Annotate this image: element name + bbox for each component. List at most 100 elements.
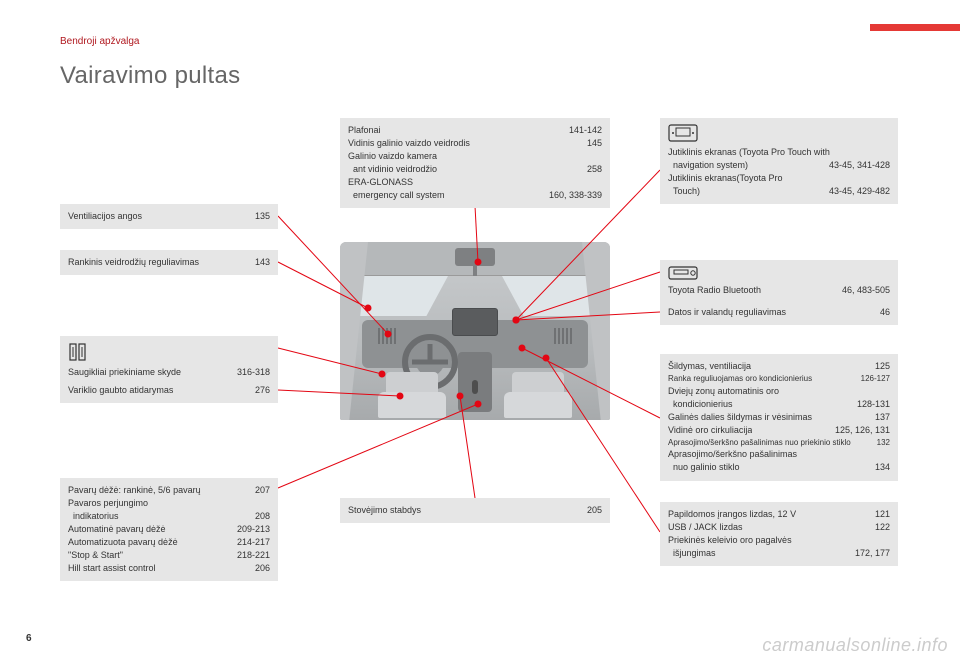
- box-row-label: ant vidinio veidrodžio: [348, 163, 437, 176]
- box-row: USB / JACK lizdas122: [668, 521, 890, 534]
- box-row-page: 122: [875, 521, 890, 534]
- box-row: nuo galinio stiklo134: [668, 461, 890, 474]
- box-row: Toyota Radio Bluetooth 46, 483-505: [668, 284, 890, 297]
- box-row: Datos ir valandų reguliavimas46: [668, 306, 890, 319]
- box-row-label: navigation system): [668, 159, 748, 172]
- box-row-label: Pavaros perjungimo: [68, 497, 148, 510]
- box-row-label: Dviejų zonų automatinis oro: [668, 385, 779, 398]
- box-row-page: 143: [255, 256, 270, 269]
- callout-point: [365, 305, 372, 312]
- box-row-page: 209-213: [237, 523, 270, 536]
- box-row-page: 137: [875, 411, 890, 424]
- box-row-label: išjungimas: [668, 547, 716, 560]
- box-row-label: Papildomos įrangos lizdas, 12 V: [668, 508, 796, 521]
- box-row: Jutiklinis ekranas(Toyota Pro: [668, 172, 890, 185]
- box-row-label: kondicionierius: [668, 398, 733, 411]
- radio-icon: [668, 266, 698, 280]
- box-row-page: 258: [587, 163, 602, 176]
- box-radio-bt: Toyota Radio Bluetooth 46, 483-505: [660, 260, 898, 303]
- box-row-page: 134: [875, 461, 890, 474]
- box-parking-brake: Stovėjimo stabdys205: [340, 498, 610, 523]
- box-row: kondicionierius 128-131: [668, 398, 890, 411]
- callout-point: [385, 331, 392, 338]
- box-row-label: Datos ir valandų reguliavimas: [668, 306, 786, 319]
- box-row: Dviejų zonų automatinis oro: [668, 385, 890, 398]
- box-row-page: 276: [255, 384, 270, 397]
- box-row-page: 46, 483-505: [842, 284, 890, 297]
- box-row: indikatorius208: [68, 510, 270, 523]
- box-row-label: Variklio gaubto atidarymas: [68, 384, 173, 397]
- callout-point: [513, 317, 520, 324]
- box-row-label: Vidinė oro cirkuliacija: [668, 424, 752, 437]
- box-row-label: Jutiklinis ekranas(Toyota Pro: [668, 172, 783, 185]
- box-row-label: Priekinės keleivio oro pagalvės: [668, 534, 792, 547]
- callout-point: [475, 401, 482, 408]
- box-row: Stovėjimo stabdys205: [348, 504, 602, 517]
- box-row-page: 128-131: [857, 398, 890, 411]
- box-row: Rankinis veidrodžių reguliavimas 143: [68, 256, 270, 269]
- box-row-page: 160, 338-339: [549, 189, 602, 202]
- box-row: Automatinė pavarų dėžė 209-213: [68, 523, 270, 536]
- box-row: Hill start assist control 206: [68, 562, 270, 575]
- box-row-label: Pavarų dėžė: rankinė, 5/6 pavarų: [68, 484, 201, 497]
- box-row-label: "Stop & Start": [68, 549, 123, 562]
- box-row-page: 121: [875, 508, 890, 521]
- box-row: Galinio vaizdo kamera: [348, 150, 602, 163]
- box-row-label: Touch): [668, 185, 700, 198]
- box-row-label: Plafonai: [348, 124, 381, 137]
- box-row-label: Vidinis galinio vaizdo veidrodis: [348, 137, 470, 150]
- callout-point: [475, 259, 482, 266]
- header-red-bar: [870, 24, 960, 31]
- box-row: Automatizuota pavarų dėžė 214-217: [68, 536, 270, 549]
- callout-point: [397, 393, 404, 400]
- fuse-icon: [68, 342, 88, 362]
- box-gearbox: Pavarų dėžė: rankinė, 5/6 pavarų 207 Pavar…: [60, 478, 278, 581]
- box-row-label: Galinės dalies šildymas ir vėsinimas: [668, 411, 812, 424]
- box-row-page: 125: [875, 360, 890, 373]
- box-row: "Stop & Start" 218-221: [68, 549, 270, 562]
- box-row: Vidinis galinio vaizdo veidrodis145: [348, 137, 602, 150]
- box-row-page: 206: [255, 562, 270, 575]
- box-row: Šildymas, ventiliacija 125: [668, 360, 890, 373]
- box-hood-release: Variklio gaubto atidarymas 276: [60, 378, 278, 403]
- box-hvac: Šildymas, ventiliacija 125Ranka reguliuoj…: [660, 354, 898, 481]
- box-row: Vidinė oro cirkuliacija125, 126, 131: [668, 424, 890, 437]
- box-row-label: ERA-GLONASS: [348, 176, 413, 189]
- box-row: Papildomos įrangos lizdas, 12 V 121: [668, 508, 890, 521]
- box-row: ant vidinio veidrodžio 258: [348, 163, 602, 176]
- box-row-label: Toyota Radio Bluetooth: [668, 284, 761, 297]
- box-row-page: 135: [255, 210, 270, 223]
- box-row-page: 207: [255, 484, 270, 497]
- callout-point: [457, 393, 464, 400]
- box-row-label: Hill start assist control: [68, 562, 156, 575]
- box-row-label: Rankinis veidrodžių reguliavimas: [68, 256, 199, 269]
- box-row: Variklio gaubto atidarymas 276: [68, 384, 270, 397]
- box-row: Jutiklinis ekranas (Toyota Pro Touch wit…: [668, 146, 890, 159]
- box-ventilation: Ventiliacijos angos135: [60, 204, 278, 229]
- box-sockets-airbag: Papildomos įrangos lizdas, 12 V 121USB / …: [660, 502, 898, 566]
- box-row-page: 43-45, 429-482: [829, 185, 890, 198]
- box-row-page: 172, 177: [855, 547, 890, 560]
- box-row-label: Jutiklinis ekranas (Toyota Pro Touch wit…: [668, 146, 830, 159]
- callout-point: [379, 371, 386, 378]
- box-row: Ranka reguliuojamas oro kondicionierius1…: [668, 373, 890, 385]
- box-row: Pavaros perjungimo: [68, 497, 270, 510]
- box-row-page: 208: [255, 510, 270, 523]
- box-row: emergency call system160, 338-339: [348, 189, 602, 202]
- box-touchscreen: Jutiklinis ekranas (Toyota Pro Touch wit…: [660, 118, 898, 204]
- box-row-page: 43-45, 341-428: [829, 159, 890, 172]
- dashboard-illustration: [340, 242, 610, 420]
- page-title: Vairavimo pultas: [60, 62, 240, 90]
- box-row-label: Automatinė pavarų dėžė: [68, 523, 166, 536]
- box-row: Aprasojimo/šerkšno pašalinimas nuo priek…: [668, 437, 890, 449]
- screen-icon: [668, 124, 698, 142]
- box-row-page: 218-221: [237, 549, 270, 562]
- box-row-page: 214-217: [237, 536, 270, 549]
- box-row: navigation system) 43-45, 341-428: [668, 159, 890, 172]
- box-row-label: Automatizuota pavarų dėžė: [68, 536, 178, 549]
- box-row-label: Galinio vaizdo kamera: [348, 150, 437, 163]
- box-row: Galinės dalies šildymas ir vėsinimas 137: [668, 411, 890, 424]
- box-mirror-manual: Rankinis veidrodžių reguliavimas 143: [60, 250, 278, 275]
- box-row-label: Šildymas, ventiliacija: [668, 360, 751, 373]
- box-row: Priekinės keleivio oro pagalvės: [668, 534, 890, 547]
